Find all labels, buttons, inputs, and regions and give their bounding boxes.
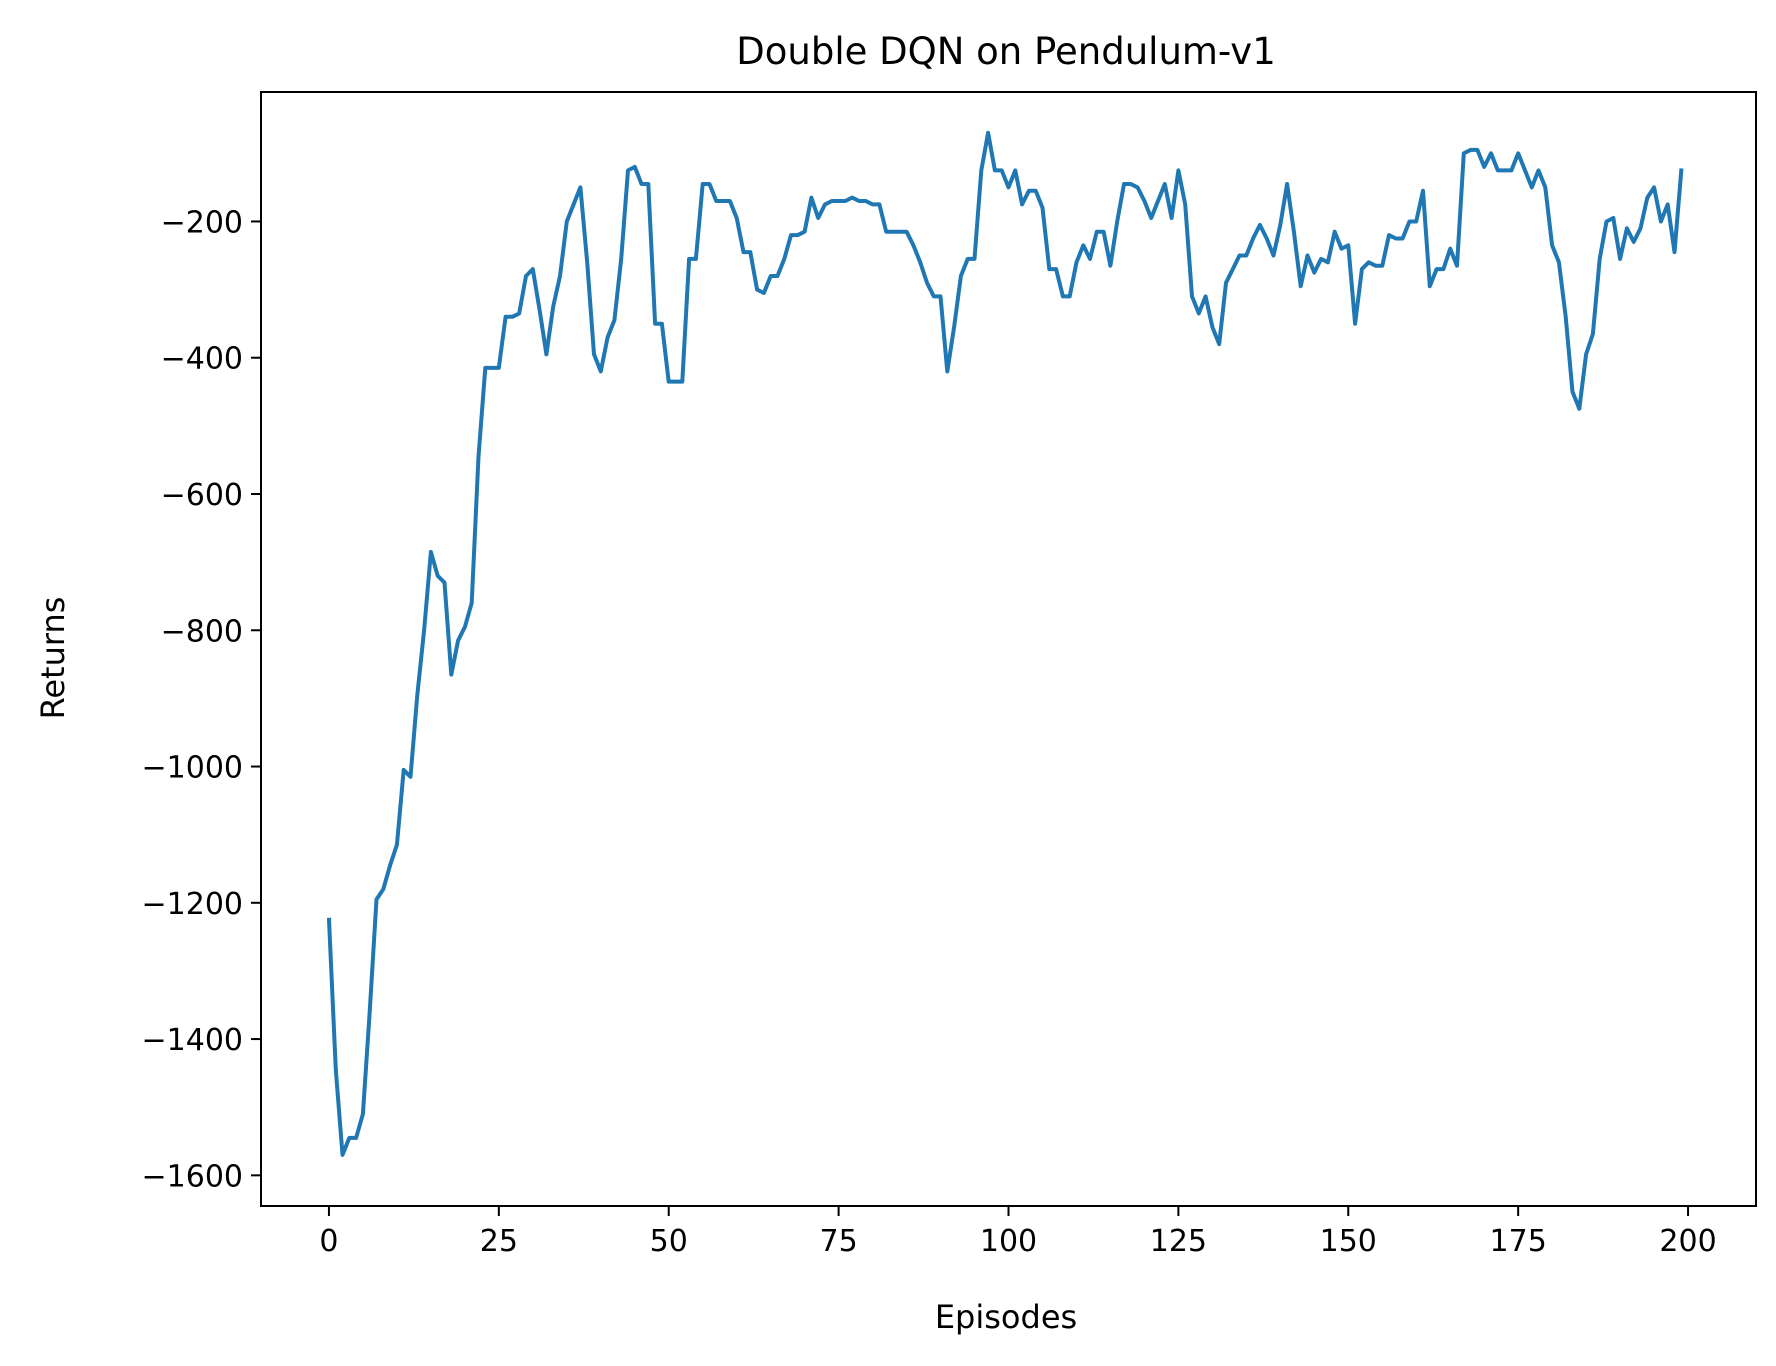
x-axis-ticks: 0 25 50 75 100 125 150 175 200 <box>319 1206 1717 1259</box>
x-tick-label: 125 <box>1150 1224 1207 1259</box>
x-tick-label: 50 <box>650 1224 688 1259</box>
x-tick-label: 200 <box>1659 1224 1716 1259</box>
y-tick-label: −800 <box>161 614 243 649</box>
y-axis-ticks: −200 −400 −600 −800 −1000 −1200 −1400 −1600 <box>142 205 261 1194</box>
y-tick-label: −600 <box>161 478 243 513</box>
y-tick-label: −200 <box>161 205 243 240</box>
plot-area-frame <box>260 91 1757 1207</box>
series-line-returns <box>326 130 1684 1157</box>
x-tick-label: 75 <box>820 1224 858 1259</box>
chart-title: Double DQN on Pendulum-v1 <box>736 30 1275 73</box>
y-axis-label: Returns <box>34 597 72 720</box>
y-tick-label: −1200 <box>142 887 243 922</box>
y-tick-label: −400 <box>161 342 243 377</box>
y-tick-label: −1400 <box>142 1023 243 1058</box>
x-tick-label: 150 <box>1320 1224 1377 1259</box>
x-tick-label: 25 <box>480 1224 518 1259</box>
x-tick-label: 0 <box>319 1224 338 1259</box>
x-tick-label: 100 <box>980 1224 1037 1259</box>
y-tick-label: −1000 <box>142 751 243 786</box>
y-tick-label: −1600 <box>142 1159 243 1194</box>
x-axis-label: Episodes <box>935 1298 1077 1336</box>
x-tick-label: 175 <box>1490 1224 1547 1259</box>
